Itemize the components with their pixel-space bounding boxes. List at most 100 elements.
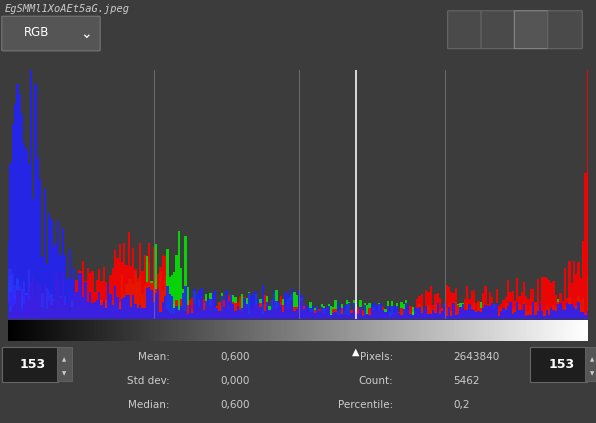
Bar: [557, 299, 559, 319]
Bar: [350, 315, 352, 319]
Bar: [448, 318, 450, 319]
Bar: [519, 296, 521, 319]
Bar: [536, 279, 539, 319]
Bar: [64, 297, 66, 319]
Bar: [57, 307, 60, 319]
Bar: [46, 308, 48, 319]
Bar: [460, 315, 461, 319]
Bar: [578, 317, 580, 319]
Bar: [401, 308, 402, 319]
Bar: [230, 300, 232, 319]
Bar: [35, 310, 37, 319]
Bar: [548, 316, 550, 319]
Bar: [323, 314, 325, 319]
Bar: [350, 310, 352, 319]
Bar: [225, 314, 228, 319]
Bar: [414, 315, 416, 319]
Bar: [536, 318, 539, 319]
Bar: [541, 311, 544, 319]
Bar: [141, 271, 144, 319]
Bar: [116, 316, 119, 319]
Bar: [582, 316, 584, 319]
Bar: [475, 303, 477, 319]
Bar: [26, 149, 27, 319]
Bar: [339, 315, 341, 319]
Bar: [184, 313, 187, 319]
Bar: [401, 316, 402, 319]
Bar: [384, 309, 387, 319]
Bar: [173, 316, 175, 319]
Bar: [205, 307, 207, 319]
Bar: [259, 299, 262, 319]
Bar: [130, 316, 132, 319]
Bar: [116, 258, 119, 319]
Bar: [300, 316, 303, 319]
Bar: [489, 315, 491, 319]
Bar: [271, 315, 273, 319]
Bar: [237, 316, 239, 319]
Bar: [443, 312, 446, 319]
Bar: [578, 314, 580, 319]
Bar: [409, 314, 412, 319]
Bar: [100, 316, 103, 319]
Bar: [511, 312, 514, 319]
Bar: [85, 310, 87, 319]
Bar: [509, 313, 511, 319]
Bar: [359, 307, 362, 319]
Bar: [77, 313, 80, 319]
Bar: [321, 310, 323, 319]
Bar: [586, 310, 589, 319]
Bar: [278, 315, 280, 319]
Bar: [225, 315, 228, 319]
Bar: [552, 281, 555, 319]
Bar: [278, 313, 280, 319]
Bar: [545, 278, 548, 319]
Bar: [401, 302, 402, 319]
Bar: [198, 290, 200, 319]
Bar: [539, 317, 541, 319]
Bar: [559, 306, 561, 319]
Bar: [496, 315, 498, 319]
Bar: [111, 268, 114, 319]
Bar: [325, 313, 328, 319]
Bar: [212, 318, 214, 319]
Bar: [14, 299, 16, 319]
Bar: [536, 310, 539, 319]
Bar: [207, 314, 209, 319]
Bar: [532, 302, 534, 319]
Bar: [255, 313, 257, 319]
Bar: [155, 244, 157, 319]
Bar: [561, 309, 564, 319]
Bar: [559, 311, 561, 319]
Bar: [332, 313, 334, 319]
Bar: [580, 315, 582, 319]
Bar: [80, 273, 82, 319]
Bar: [523, 316, 525, 319]
Bar: [343, 318, 346, 319]
Bar: [337, 315, 339, 319]
Bar: [446, 285, 448, 319]
Bar: [230, 317, 232, 319]
Bar: [96, 310, 98, 319]
Bar: [402, 309, 405, 319]
Bar: [244, 299, 246, 319]
Bar: [316, 315, 318, 319]
Bar: [485, 311, 486, 319]
Bar: [452, 294, 455, 319]
Bar: [128, 314, 130, 319]
Bar: [94, 310, 96, 319]
Bar: [377, 305, 380, 319]
Bar: [239, 314, 241, 319]
Bar: [557, 318, 559, 319]
Bar: [539, 312, 541, 319]
Bar: [198, 314, 200, 319]
Bar: [46, 309, 48, 319]
Bar: [125, 314, 128, 319]
Bar: [264, 311, 266, 319]
Text: Count:: Count:: [359, 376, 393, 386]
Bar: [307, 313, 309, 319]
Bar: [580, 301, 582, 319]
Bar: [103, 302, 105, 319]
Bar: [473, 315, 475, 319]
Bar: [532, 314, 534, 319]
